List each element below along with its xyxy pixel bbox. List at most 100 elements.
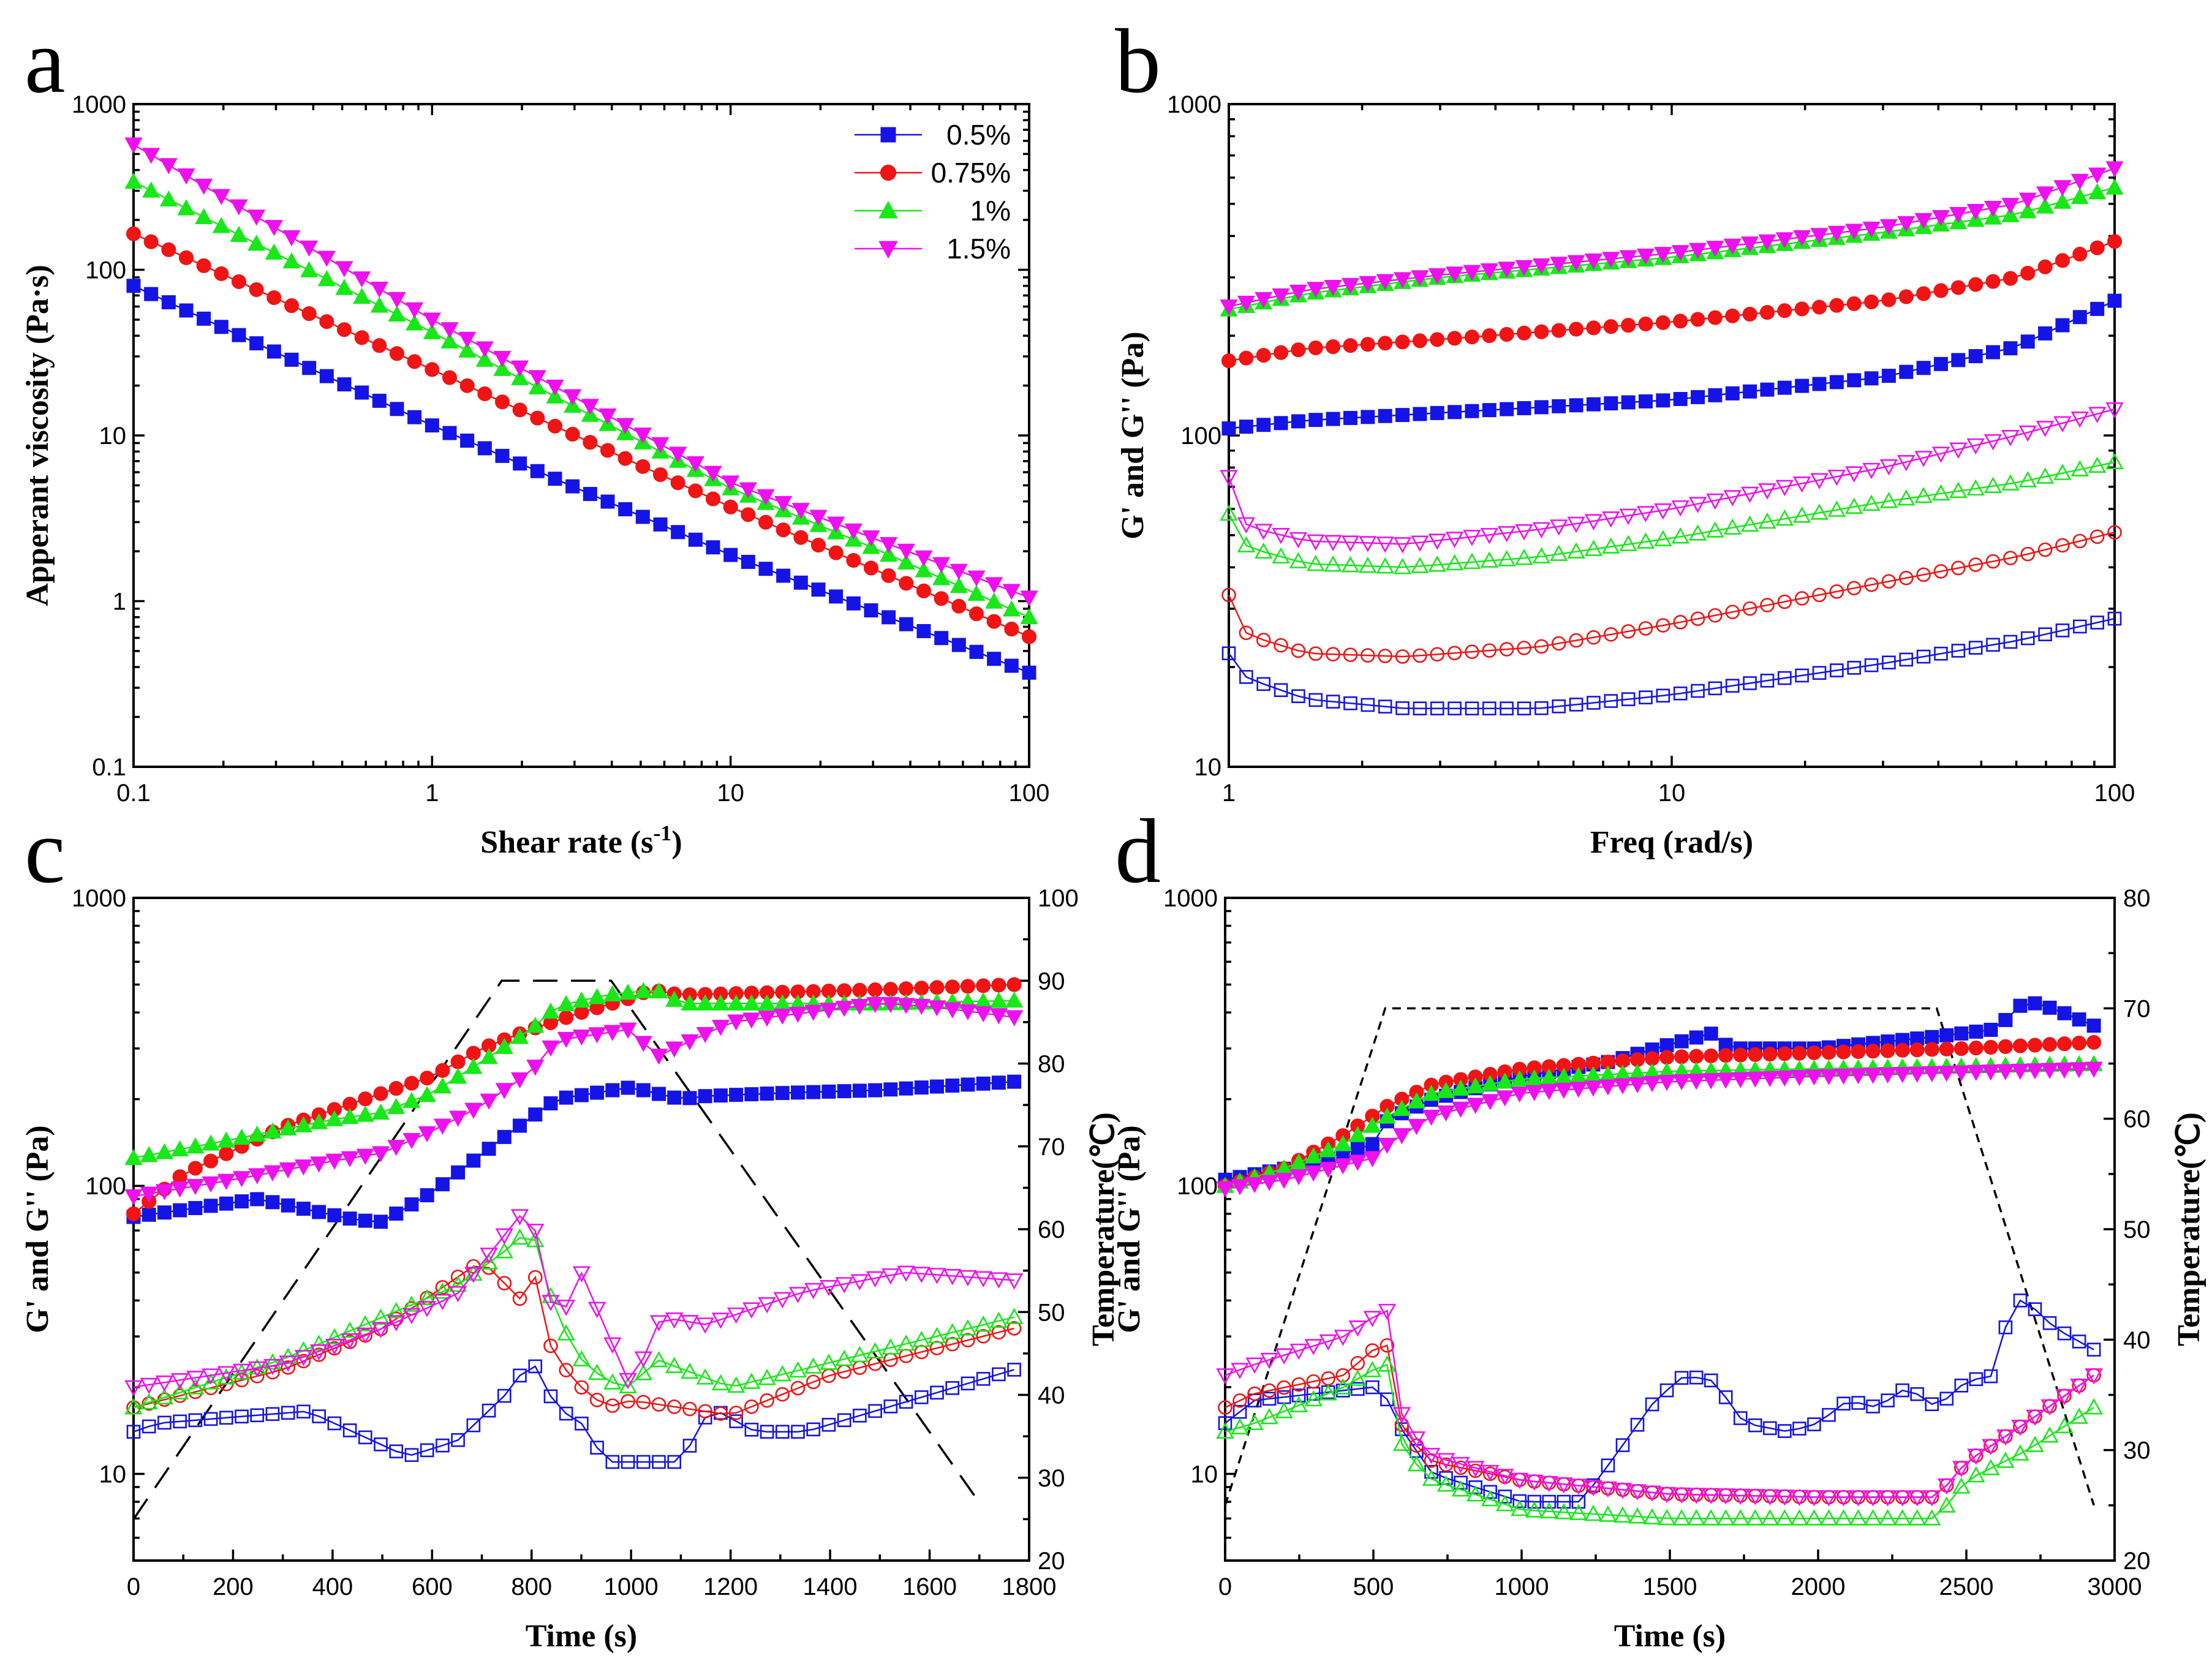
data-point — [1500, 701, 1514, 716]
data-point — [897, 553, 915, 570]
data-point — [402, 1132, 421, 1150]
data-point — [862, 530, 880, 547]
data-point — [1525, 1085, 1544, 1101]
data-point — [1691, 684, 1705, 698]
data-point — [976, 978, 991, 993]
data-point — [247, 209, 266, 226]
data-point — [1365, 1380, 1380, 1395]
data-point — [2107, 611, 2122, 626]
data-point — [232, 1171, 251, 1188]
data-point — [705, 491, 721, 507]
data-point — [1723, 490, 1742, 507]
data-point — [250, 1408, 265, 1423]
data-point — [853, 1409, 867, 1423]
y-tick-label: 1 — [113, 589, 126, 616]
data-point — [598, 408, 617, 425]
data-point — [605, 1398, 620, 1413]
data-point — [310, 1156, 328, 1173]
data-point — [1761, 1489, 1780, 1506]
data-point — [1361, 648, 1375, 663]
data-point — [1810, 228, 1829, 244]
panel-c: c 0 200 400 600 800 1000 1200 1400 1600 1800 10 100 1… — [20, 800, 1121, 1654]
data-point — [142, 1207, 156, 1222]
data-point — [635, 510, 650, 524]
x-tick-label: 400 — [312, 1573, 353, 1600]
data-point — [1702, 1509, 1720, 1526]
data-point — [776, 522, 791, 538]
data-point — [1674, 1049, 1689, 1064]
data-point — [1308, 646, 1323, 661]
data-point — [171, 1181, 189, 1198]
data-point — [1983, 1039, 1998, 1055]
data-point — [325, 1328, 344, 1345]
data-point — [2027, 1038, 2043, 1053]
data-point — [1326, 647, 1340, 661]
series-1-g- — [1220, 178, 2124, 317]
data-point — [249, 1369, 265, 1384]
data-point — [1004, 658, 1019, 673]
x-tick-label: 0 — [1218, 1573, 1232, 1600]
data-point — [2042, 1316, 2057, 1330]
y2-tick-label: 30 — [1038, 1465, 1065, 1492]
data-point — [899, 617, 913, 631]
data-point — [1689, 1030, 1704, 1045]
data-point — [2072, 619, 2087, 634]
data-point — [916, 623, 931, 638]
data-point — [837, 1084, 851, 1099]
data-point — [526, 1230, 545, 1248]
data-point — [1020, 590, 1038, 607]
series-0-75-g- — [1221, 234, 2123, 369]
data-point — [1569, 1504, 1588, 1520]
data-point — [775, 1387, 790, 1402]
data-point — [1274, 416, 1288, 431]
data-point — [969, 644, 984, 659]
data-point — [263, 1165, 282, 1181]
data-point — [294, 1116, 313, 1132]
data-point — [170, 1383, 189, 1399]
data-point — [1763, 1421, 1777, 1436]
plot-frame — [1228, 103, 2116, 768]
data-point — [1216, 1181, 1234, 1198]
data-point — [603, 985, 622, 1001]
data-point — [1532, 522, 1551, 539]
data-point — [758, 1011, 776, 1027]
data-point — [436, 1438, 450, 1453]
data-point — [1636, 248, 1655, 265]
data-point — [2036, 186, 2055, 203]
data-point — [1775, 509, 1794, 526]
data-point — [1378, 1303, 1397, 1320]
data-point — [1725, 605, 1740, 619]
data-point — [497, 1276, 512, 1290]
data-point — [1996, 1429, 2015, 1446]
data-point — [1671, 527, 1689, 544]
data-point — [912, 1330, 931, 1347]
data-point — [390, 402, 404, 416]
data-point — [590, 1441, 604, 1455]
data-point — [1602, 252, 1620, 268]
legend-marker — [878, 241, 898, 259]
data-point — [234, 1373, 249, 1388]
data-point — [565, 426, 580, 442]
data-point — [155, 1184, 174, 1200]
data-point — [2055, 253, 2070, 268]
data-point — [466, 1153, 481, 1168]
data-point — [1274, 345, 1289, 360]
data-point — [1237, 536, 1256, 552]
data-point — [1951, 353, 1966, 367]
data-point — [927, 1000, 946, 1017]
data-point — [1836, 1396, 1851, 1411]
data-point — [1511, 1499, 1529, 1516]
series-line — [1228, 461, 2115, 568]
data-point — [572, 1266, 591, 1282]
data-point — [173, 1203, 187, 1218]
data-point — [387, 1098, 406, 1114]
data-point — [157, 1415, 172, 1430]
data-point — [1567, 255, 1585, 271]
data-point — [1982, 1064, 2000, 1081]
data-point — [1862, 462, 1881, 480]
data-point — [177, 199, 195, 216]
data-point — [1706, 493, 1724, 510]
data-point — [475, 341, 494, 358]
data-point — [1348, 1154, 1367, 1171]
